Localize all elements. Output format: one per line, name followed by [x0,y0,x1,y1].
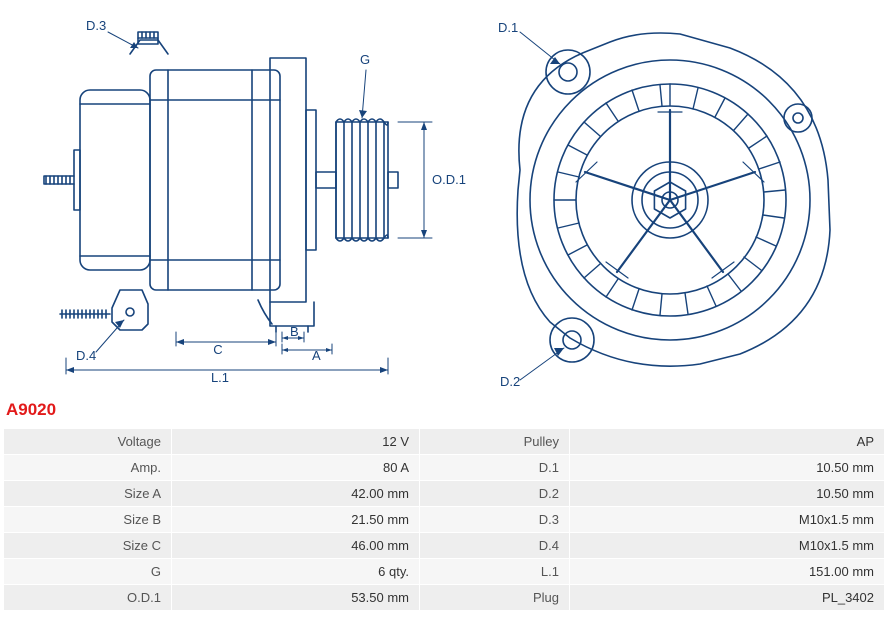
diagram-svg: D.3 G O.D.1 C B A L.1 D.4 D.1 D.2 [0,0,889,390]
table-row: Size A 42.00 mm D.2 10.50 mm [4,480,884,506]
spec-value: 151.00 mm [570,559,884,584]
label-od1: O.D.1 [432,172,466,187]
technical-diagram: D.3 G O.D.1 C B A L.1 D.4 D.1 D.2 [0,0,889,390]
table-row: Amp. 80 A D.1 10.50 mm [4,454,884,480]
spec-value: 10.50 mm [570,455,884,480]
spec-value: 10.50 mm [570,481,884,506]
spec-value: 21.50 mm [172,507,420,532]
table-row: O.D.1 53.50 mm Plug PL_3402 [4,584,884,610]
part-number: A9020 [6,400,56,420]
label-d2: D.2 [500,374,520,389]
table-row: G 6 qty. L.1 151.00 mm [4,558,884,584]
spec-label: Size C [4,533,172,558]
spec-label: Size B [4,507,172,532]
spec-label: D.2 [420,481,570,506]
label-d1: D.1 [498,20,518,35]
spec-value: 6 qty. [172,559,420,584]
label-g: G [360,52,370,67]
table-row: Voltage 12 V Pulley AP [4,428,884,454]
table-row: Size C 46.00 mm D.4 M10x1.5 mm [4,532,884,558]
spec-label: L.1 [420,559,570,584]
label-b: B [290,324,299,339]
label-l1: L.1 [211,370,229,385]
spec-label: G [4,559,172,584]
spec-value: 12 V [172,429,420,454]
spec-value: AP [570,429,884,454]
label-d4: D.4 [76,348,96,363]
spec-value: PL_3402 [570,585,884,610]
spec-table: Voltage 12 V Pulley AP Amp. 80 A D.1 10.… [4,428,884,610]
label-a: A [312,348,321,363]
spec-label: D.3 [420,507,570,532]
spec-label: Voltage [4,429,172,454]
spec-label: Amp. [4,455,172,480]
spec-label: Plug [420,585,570,610]
spec-value: 53.50 mm [172,585,420,610]
spec-label: D.4 [420,533,570,558]
spec-value: 42.00 mm [172,481,420,506]
label-d3: D.3 [86,18,106,33]
label-c: C [213,342,222,357]
spec-label: Size A [4,481,172,506]
spec-label: O.D.1 [4,585,172,610]
spec-label: Pulley [420,429,570,454]
table-row: Size B 21.50 mm D.3 M10x1.5 mm [4,506,884,532]
spec-value: M10x1.5 mm [570,533,884,558]
spec-value: 80 A [172,455,420,480]
spec-label: D.1 [420,455,570,480]
spec-value: M10x1.5 mm [570,507,884,532]
spec-value: 46.00 mm [172,533,420,558]
